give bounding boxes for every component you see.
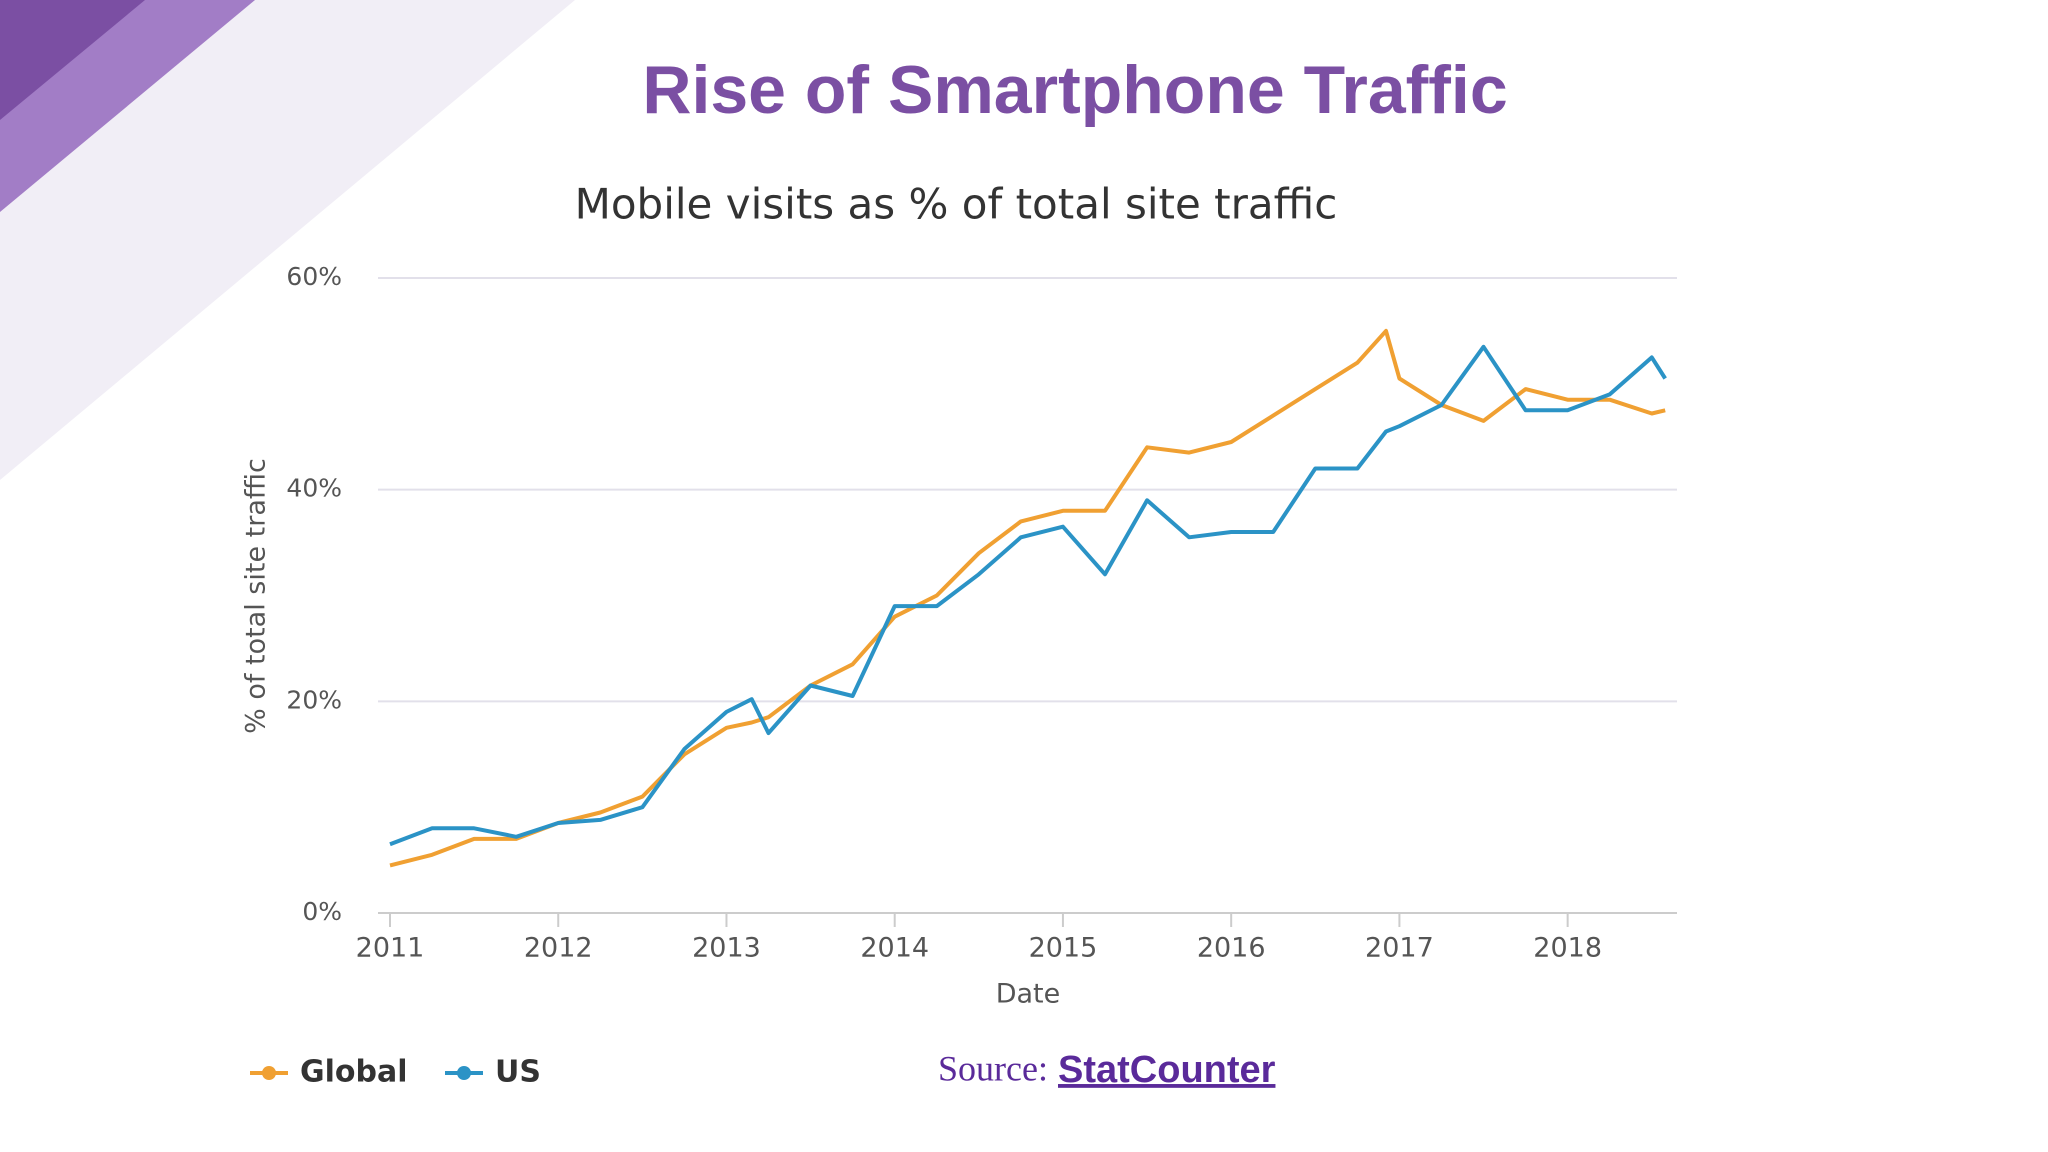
y-tick-label: 40% [286,474,342,503]
legend-label: Global [300,1055,408,1090]
decor [0,0,145,120]
legend-marker [457,1066,471,1080]
x-tick-label: 2014 [860,933,929,964]
x-tick-label: 2011 [356,933,425,964]
slide-title: Rise of Smartphone Traffic [642,52,1507,128]
source-label: Source: [938,1048,1048,1088]
y-tick-label: 0% [302,897,342,926]
x-axis-label: Date [996,979,1061,1010]
y-axis-label: % of total site traffic [241,458,272,734]
legend-marker [262,1066,276,1080]
series-line [389,328,1666,868]
series-line [389,344,1667,847]
y-tick-label: 20% [286,685,342,714]
legend-label: US [495,1055,541,1090]
decor [0,0,575,480]
y-tick-label: 60% [286,262,342,291]
x-tick-label: 2018 [1533,933,1602,964]
x-tick-label: 2016 [1197,933,1266,964]
source-link[interactable]: StatCounter [1058,1049,1276,1091]
x-tick-label: 2012 [524,933,593,964]
x-tick-label: 2013 [692,933,761,964]
chart-title: Mobile visits as % of total site traffic [575,180,1338,229]
x-tick-label: 2017 [1365,933,1434,964]
x-tick-label: 2015 [1029,933,1098,964]
